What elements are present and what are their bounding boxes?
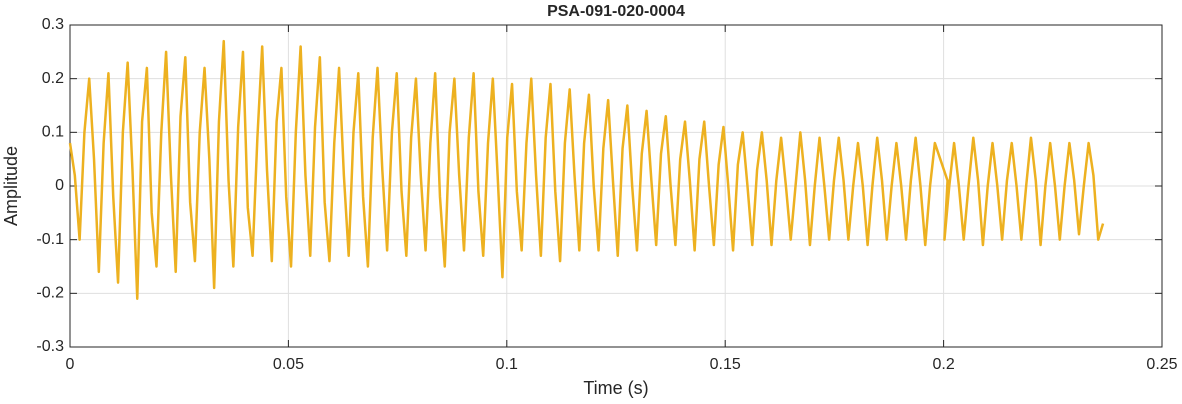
y-tick-label: 0: [55, 177, 64, 194]
plot-box: [69, 24, 1163, 348]
y-tick-label: 0.2: [42, 70, 64, 87]
y-tick-label: -0.1: [36, 231, 64, 248]
x-tick-label: 0.1: [496, 356, 518, 373]
y-axis-label: Amplitude: [1, 146, 21, 226]
x-tick-label: 0.25: [1146, 356, 1177, 373]
y-tick-label: -0.3: [36, 338, 64, 355]
signal-line: [68, 39, 1105, 300]
x-tick-label: 0.15: [710, 356, 741, 373]
y-tick-label: 0.1: [42, 124, 64, 141]
x-axis-label: Time (s): [583, 378, 648, 398]
x-tick-label: 0: [66, 356, 75, 373]
chart-title: PSA-091-020-0004: [547, 3, 685, 20]
x-tick-label: 0.2: [932, 356, 954, 373]
y-tick-label: 0.3: [42, 16, 64, 33]
y-tick-label: -0.2: [36, 285, 64, 302]
x-tick-label: 0.05: [273, 356, 304, 373]
